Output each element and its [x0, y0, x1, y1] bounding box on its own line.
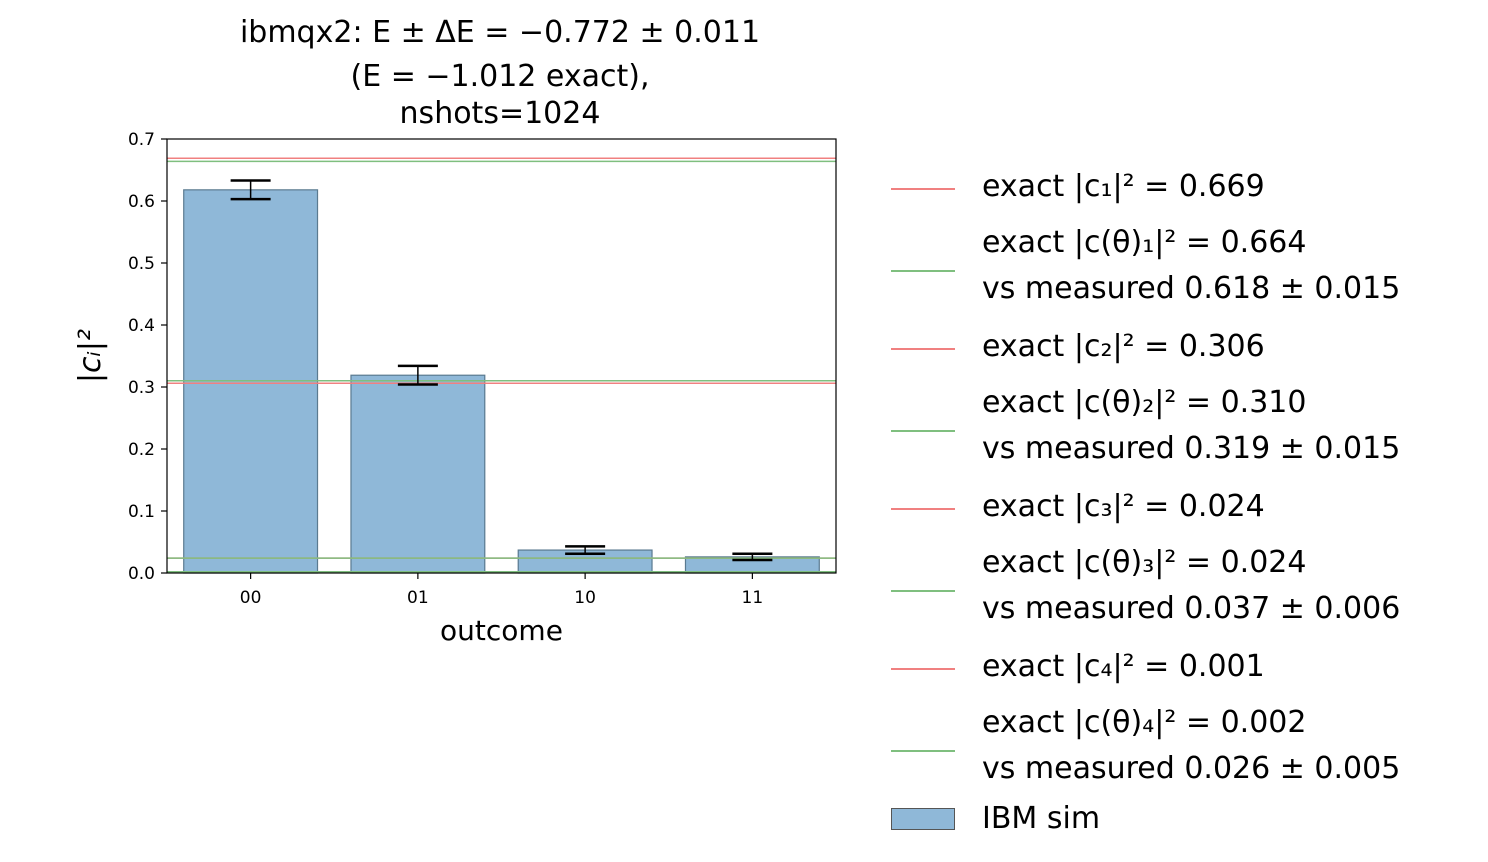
plot-frame — [166, 138, 837, 574]
legend-swatch-5 — [891, 508, 955, 510]
legend-label-line1: exact |c₁|² = 0.669 — [982, 169, 1265, 204]
x-tick-label: 01 — [407, 588, 429, 608]
legend-label-series: IBM sim — [982, 801, 1101, 836]
legend-swatch-4 — [891, 430, 955, 432]
x-tick-label: 10 — [574, 588, 596, 608]
legend-swatch-3 — [891, 348, 955, 350]
x-tick-label: 00 — [240, 588, 262, 608]
legend-label-8: exact |c(θ)₄|² = 0.002 vs measured 0.026 … — [982, 700, 1400, 792]
legend-label-5: exact |c₃|² = 0.024 — [982, 484, 1265, 530]
bar-chart: 0.0 0.1 0.2 0.3 0.4 0.5 0.6 0.7 00 01 10 11 outcome |… — [73, 130, 837, 647]
x-tick-label: 11 — [742, 588, 764, 608]
y-axis-label: |cᵢ|² — [73, 329, 108, 383]
legend-label-4: exact |c(θ)₂|² = 0.310 vs measured 0.319 … — [982, 380, 1400, 472]
legend-label-7: exact |c₄|² = 0.001 — [982, 644, 1265, 690]
y-tick-label: 0.7 — [128, 130, 155, 150]
y-tick-label: 0.4 — [128, 316, 155, 336]
legend-swatch-7 — [891, 668, 955, 670]
legend-label-line1: exact |c(θ)₂|² = 0.310 — [982, 385, 1307, 420]
legend-label-line1: exact |c(θ)₁|² = 0.664 — [982, 225, 1307, 260]
legend-label-line1: exact |c₄|² = 0.001 — [982, 649, 1265, 684]
legend-label-line2: vs measured 0.319 ± 0.015 — [982, 431, 1401, 466]
title-line-2: (E = −1.012 exact), — [350, 59, 650, 94]
y-tick-label: 0.5 — [128, 254, 155, 274]
legend-swatch-1 — [891, 188, 955, 190]
y-tick-label: 0.3 — [128, 378, 155, 398]
legend-label-line2: vs measured 0.618 ± 0.015 — [982, 271, 1401, 306]
legend-swatch-6 — [891, 590, 955, 592]
legend-label-line1: exact |c(θ)₄|² = 0.002 — [982, 705, 1307, 740]
legend-label-line1: exact |c₃|² = 0.024 — [982, 489, 1265, 524]
legend-label-line2: vs measured 0.037 ± 0.006 — [982, 591, 1401, 626]
y-tick-label: 0.2 — [128, 440, 155, 460]
legend-label-3: exact |c₂|² = 0.306 — [982, 324, 1265, 370]
legend-label-2: exact |c(θ)₁|² = 0.664 vs measured 0.618 … — [982, 220, 1400, 312]
legend-swatch-8 — [891, 750, 955, 752]
title-line-3: nshots=1024 — [399, 96, 601, 131]
legend-label-line1: exact |c₂|² = 0.306 — [982, 329, 1265, 364]
legend-label-line1: exact |c(θ)₃|² = 0.024 — [982, 545, 1307, 580]
x-axis-label: outcome — [440, 614, 563, 647]
title-line-1: ibmqx2: E ± ΔE = −0.772 ± 0.011 — [239, 15, 761, 50]
legend-label-line2: vs measured 0.026 ± 0.005 — [982, 751, 1401, 786]
y-tick-label: 0.6 — [128, 192, 155, 212]
legend-label-1: exact |c₁|² = 0.669 — [982, 164, 1265, 210]
legend-swatch-2 — [891, 270, 955, 272]
y-tick-label: 0.1 — [128, 502, 155, 522]
legend-swatch-series — [891, 808, 955, 830]
y-tick-label: 0.0 — [128, 564, 155, 584]
bar-01 — [350, 374, 486, 574]
legend-label-6: exact |c(θ)₃|² = 0.024 vs measured 0.037 … — [982, 540, 1400, 632]
